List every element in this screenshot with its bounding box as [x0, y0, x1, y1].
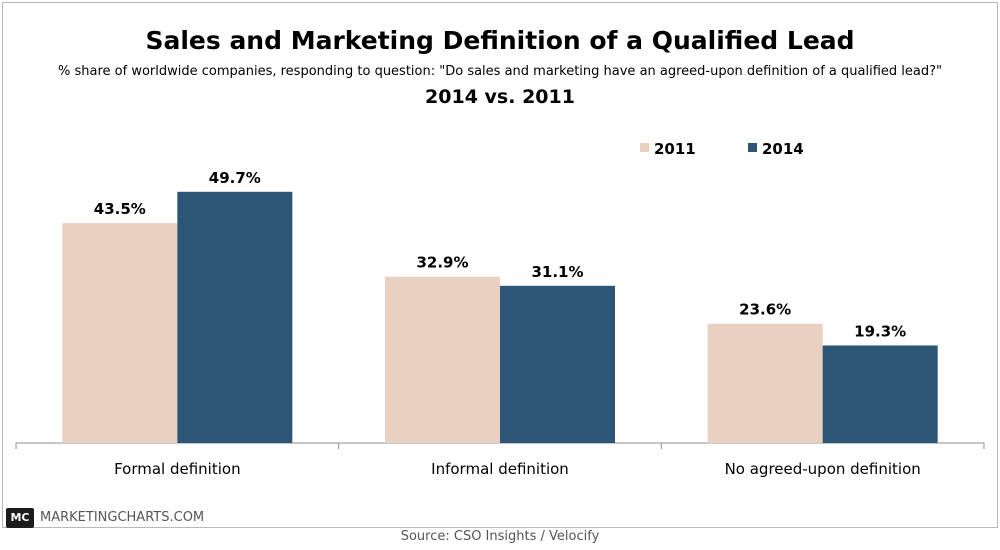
data-label: 31.1%: [531, 263, 583, 281]
source-note: Source: CSO Insights / Velocify: [400, 529, 600, 544]
category-label: Formal definition: [114, 460, 241, 478]
chart-subtitle-comparison: 2014 vs. 2011: [425, 86, 575, 108]
data-label: 49.7%: [209, 169, 261, 187]
bar-2014-0: [177, 191, 293, 443]
bar-2011-1: [385, 276, 500, 443]
category-label: No agreed-upon definition: [725, 460, 921, 478]
bar-2014-2: [822, 345, 938, 443]
data-label: 32.9%: [416, 254, 468, 272]
data-label: 43.5%: [94, 200, 146, 218]
data-label: 19.3%: [854, 322, 906, 340]
legend-label: 2011: [654, 140, 696, 158]
chart-title: Sales and Marketing Definition of a Qual…: [145, 26, 855, 55]
marketingcharts-logo: MC: [6, 508, 34, 528]
footer-site-name: MARKETINGCHARTS.COM: [40, 510, 205, 525]
data-label: 23.6%: [739, 301, 791, 319]
legend-label: 2014: [762, 140, 804, 158]
chart-subtitle: % share of worldwide companies, respondi…: [58, 64, 942, 79]
bar-2011-2: [707, 323, 823, 443]
bar-2014-1: [500, 285, 615, 443]
legend-swatch-2014: [748, 143, 757, 152]
legend-swatch-2011: [640, 143, 649, 152]
bar-2011-0: [62, 223, 178, 443]
category-label: Informal definition: [431, 460, 569, 478]
